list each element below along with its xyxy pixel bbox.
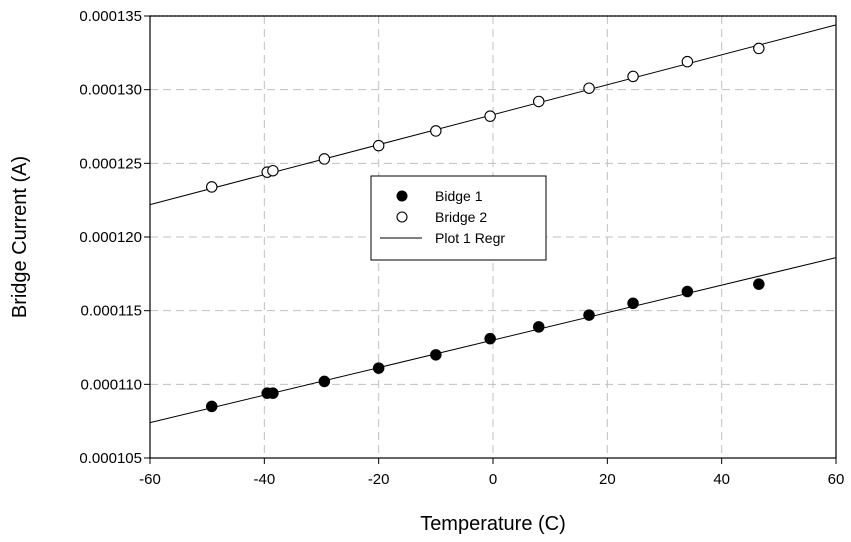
y-tick-label: 0.000110 [81, 376, 142, 393]
data-point-open [681, 55, 694, 68]
data-point-filled [627, 297, 639, 310]
y-axis-title: Bridge Current (A) [9, 156, 31, 318]
y-tick-label: 0.000135 [79, 8, 142, 25]
legend-label: Plot 1 Regr [435, 230, 505, 246]
data-point-open [753, 42, 765, 55]
legend-label: Bidge 1 [435, 188, 483, 204]
x-tick-label: 20 [599, 471, 616, 488]
data-point-open [484, 110, 496, 122]
data-point-filled [372, 362, 385, 374]
data-point-open [318, 153, 331, 165]
y-tick-label: 0.000130 [79, 82, 142, 99]
data-point-open [627, 70, 639, 83]
y-tick-label: 0.000125 [79, 155, 142, 172]
legend-label: Bridge 2 [435, 209, 487, 225]
x-tick-label: 40 [713, 471, 730, 488]
axis-ticks [144, 15, 837, 464]
data-point-filled [267, 387, 279, 399]
data-point-filled [318, 375, 331, 388]
data-point-open [372, 139, 385, 152]
data-point-open [532, 95, 545, 108]
data-point-filled [583, 309, 595, 321]
data-point-open [205, 181, 218, 193]
y-tick-labels: 0.000105 0.000110 0.000115 0.000120 0.000125… [79, 8, 142, 467]
legend-open-circle-icon [396, 211, 408, 223]
x-tick-label: -20 [368, 471, 390, 488]
x-tick-label: -40 [253, 471, 275, 488]
x-tick-label: -60 [139, 471, 161, 488]
x-axis-title: Temperature (C) [420, 513, 566, 535]
data-point-open [267, 164, 279, 177]
data-point-filled [681, 285, 694, 298]
x-tick-label: 0 [489, 471, 497, 488]
data-points [205, 42, 765, 413]
y-tick-label: 0.000115 [81, 303, 142, 320]
legend-filled-circle-icon [396, 190, 408, 202]
data-point-filled [430, 349, 442, 361]
data-point-open [583, 82, 595, 94]
data-point-filled [753, 278, 765, 290]
data-point-filled [205, 400, 218, 413]
x-tick-labels: -60 -40 -20 0 20 40 60 [139, 471, 844, 488]
data-point-filled [484, 332, 496, 345]
legend: Bidge 1 Bridge 2 Plot 1 Regr [370, 175, 547, 261]
x-tick-label: 60 [828, 471, 845, 488]
data-point-filled [532, 321, 545, 333]
y-tick-label: 0.000105 [79, 450, 142, 467]
data-point-open [430, 125, 442, 137]
y-tick-label: 0.000120 [79, 229, 142, 246]
